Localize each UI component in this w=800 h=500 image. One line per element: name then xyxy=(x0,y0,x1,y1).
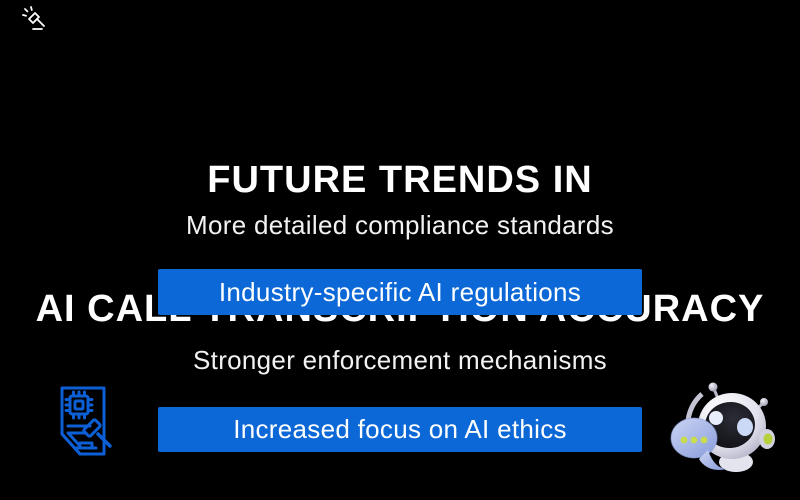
trend-highlight-ai-regulations: Industry-specific AI regulations xyxy=(158,269,642,315)
speech-bubble-icon xyxy=(670,417,726,470)
trend-highlight-ai-ethics: Increased focus on AI ethics xyxy=(158,407,642,452)
trend-item-compliance-standards: More detailed compliance standards xyxy=(186,210,614,240)
chatbot-robot-icon xyxy=(652,356,792,496)
title-line-1: FUTURE TRENDS IN xyxy=(207,159,593,201)
ai-regulation-document-icon xyxy=(42,382,116,462)
trend-item-enforcement-mechanisms: Stronger enforcement mechanisms xyxy=(193,345,607,375)
gavel-sparkle-icon xyxy=(20,4,48,32)
